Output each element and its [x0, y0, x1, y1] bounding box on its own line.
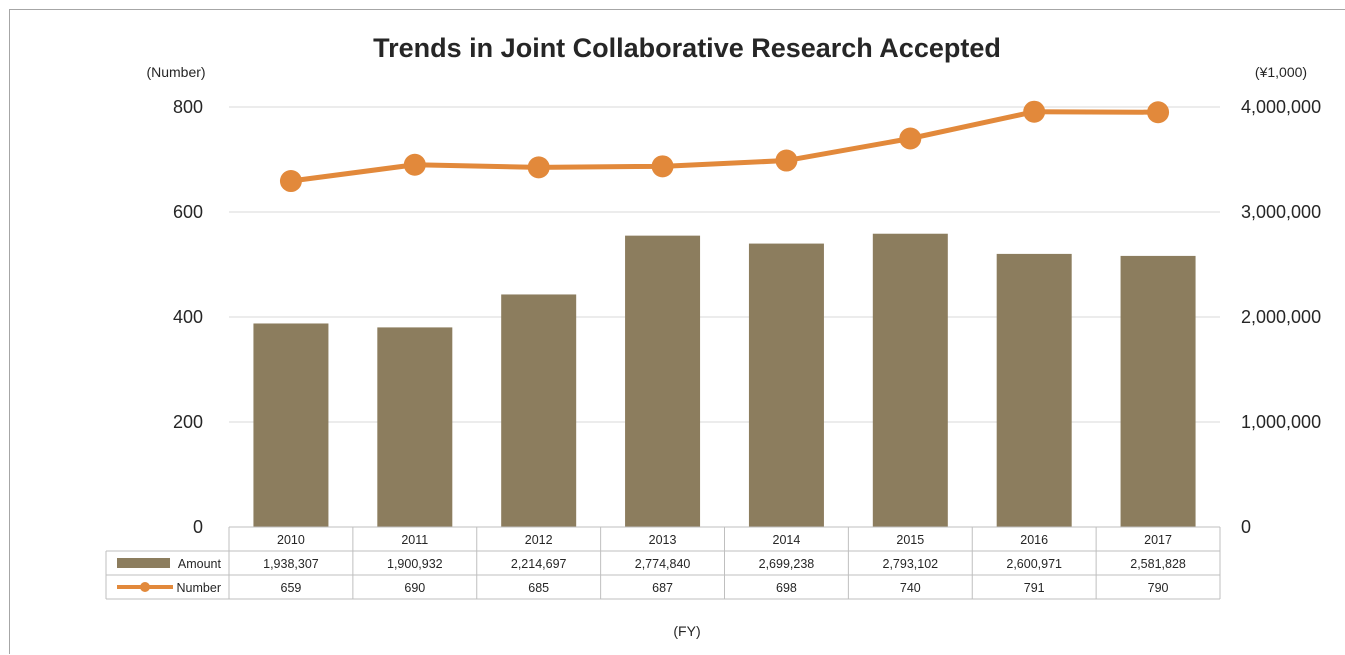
amount-bar	[996, 253, 1072, 527]
y-right-tick-label: 0	[1241, 517, 1251, 537]
amount-bar	[872, 233, 948, 527]
amount-value-label: 1,938,307	[263, 557, 319, 571]
number-point	[1147, 101, 1170, 124]
category-label: 2017	[1144, 533, 1172, 547]
y-left-tick-label: 0	[193, 517, 203, 537]
number-line-path	[290, 109, 1159, 184]
number-value-label: 740	[900, 581, 921, 595]
category-label: 2012	[525, 533, 553, 547]
number-legend-label: Number	[177, 581, 221, 595]
number-value-label: 687	[652, 581, 673, 595]
number-value-label: 791	[1024, 581, 1045, 595]
number-line	[279, 100, 1170, 193]
y-right-axis-label: (¥1,000)	[1255, 64, 1307, 80]
chart-title: Trends in Joint Collaborative Research A…	[373, 33, 1001, 63]
number-point	[899, 127, 922, 150]
category-label: 2013	[649, 533, 677, 547]
number-point	[527, 156, 550, 179]
y-right-tick-label: 4,000,000	[1241, 97, 1321, 117]
y-right-tick-label: 3,000,000	[1241, 202, 1321, 222]
y-left-tick-label: 400	[173, 307, 203, 327]
y-left-tick-label: 200	[173, 412, 203, 432]
number-value-label: 790	[1148, 581, 1169, 595]
amount-bars	[253, 233, 1196, 528]
amount-value-label: 2,774,840	[635, 557, 691, 571]
y-right-tick-label: 1,000,000	[1241, 412, 1321, 432]
number-value-label: 685	[528, 581, 549, 595]
number-point	[403, 153, 426, 176]
number-point	[775, 149, 798, 172]
number-point	[1023, 100, 1046, 123]
y-left-axis-label: (Number)	[146, 64, 205, 80]
amount-bar	[253, 323, 329, 527]
number-legend-key-marker	[140, 582, 150, 592]
number-value-label: 690	[404, 581, 425, 595]
amount-value-label: 2,699,238	[759, 557, 815, 571]
category-label: 2010	[277, 533, 305, 547]
category-label: 2011	[401, 533, 428, 547]
amount-value-label: 2,214,697	[511, 557, 567, 571]
x-axis-label: (FY)	[673, 623, 700, 639]
chart: Trends in Joint Collaborative Research A…	[105, 33, 1321, 639]
amount-value-label: 2,581,828	[1130, 557, 1186, 571]
chart-frame: Trends in Joint Collaborative Research A…	[9, 9, 1345, 654]
number-point	[651, 155, 674, 178]
amount-legend-label: Amount	[178, 557, 222, 571]
amount-value-label: 2,600,971	[1006, 557, 1062, 571]
category-label: 2016	[1020, 533, 1048, 547]
y-right-tick-label: 2,000,000	[1241, 307, 1321, 327]
category-label: 2014	[773, 533, 801, 547]
category-label: 2015	[896, 533, 924, 547]
number-point	[279, 170, 302, 193]
y-left-tick-label: 800	[173, 97, 203, 117]
axis-ticks: 0 0 200 1,000,000 400 2,000,000 600 3,000,000 80…	[173, 97, 1321, 537]
y-left-tick-label: 600	[173, 202, 203, 222]
amount-bar	[1120, 255, 1196, 527]
amount-bar	[625, 235, 701, 528]
amount-bar	[501, 294, 577, 527]
amount-bar	[748, 243, 824, 527]
amount-value-label: 1,900,932	[387, 557, 443, 571]
amount-value-label: 2,793,102	[883, 557, 939, 571]
amount-bar	[377, 327, 453, 527]
number-value-label: 698	[776, 581, 797, 595]
data-table: 2010 2011 2012 2013 2014 2015 2016 2017 Amount 1,…	[105, 526, 1221, 600]
amount-legend-key	[117, 558, 170, 568]
number-value-label: 659	[281, 581, 302, 595]
